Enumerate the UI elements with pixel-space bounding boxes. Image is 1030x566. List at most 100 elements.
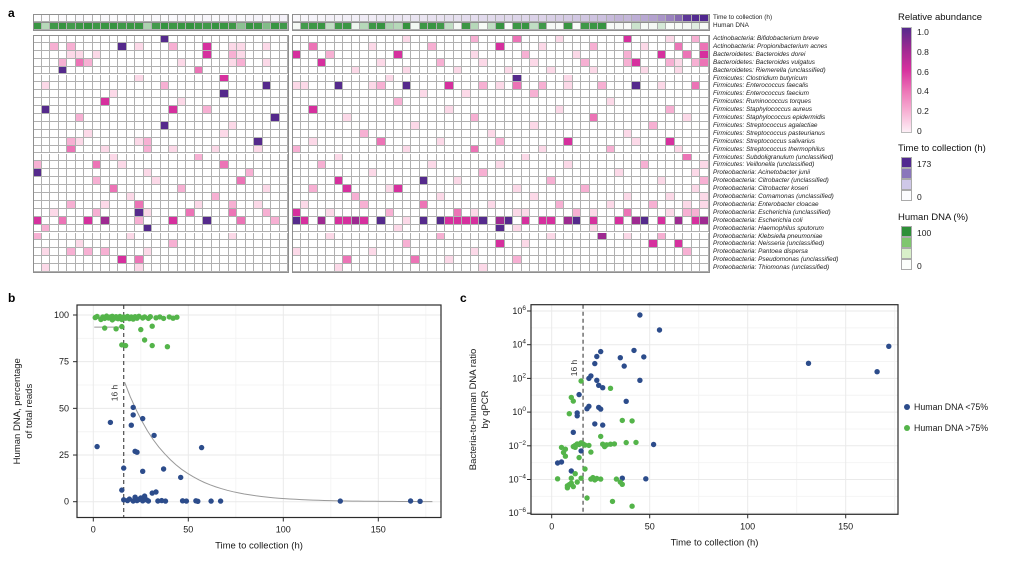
time-annotation-cell — [496, 13, 505, 22]
heatmap-cell — [555, 74, 564, 83]
heatmap-cell — [683, 185, 692, 193]
heatmap-cell — [300, 106, 309, 114]
heatmap-cell — [487, 137, 496, 146]
heatmap-cell — [436, 232, 445, 241]
heatmap-cell — [300, 42, 309, 51]
heatmap-cell — [538, 129, 547, 138]
heatmap-cell — [300, 35, 309, 43]
human-annotation-cell — [470, 21, 479, 30]
heatmap-cell — [186, 185, 195, 193]
heatmap-cell — [237, 42, 246, 51]
time-annotation-cell — [84, 13, 93, 22]
heatmap-cell — [118, 82, 127, 91]
heatmap-cell — [462, 98, 471, 107]
heatmap-cell — [513, 200, 522, 209]
heatmap-cell — [143, 177, 152, 186]
heatmap-cell — [228, 74, 237, 83]
heatmap-cell — [169, 216, 178, 225]
heatmap-cell — [194, 216, 203, 225]
heatmap-cell — [152, 129, 161, 138]
heatmap-cell — [262, 145, 271, 154]
data-point — [162, 498, 169, 504]
heatmap-cell — [194, 248, 203, 257]
heatmap-cell — [169, 224, 178, 233]
heatmap-cell — [143, 42, 152, 51]
heatmap-cell — [428, 66, 437, 75]
heatmap-cell — [254, 208, 263, 217]
heatmap-cell — [428, 98, 437, 107]
heatmap-cell — [33, 42, 42, 51]
heatmap-cell — [377, 42, 386, 51]
heatmap-cell — [203, 90, 212, 99]
heatmap-cell — [118, 106, 127, 114]
heatmap-cell — [334, 129, 343, 138]
heatmap-cell — [419, 114, 428, 122]
heatmap-cell — [606, 264, 615, 272]
heatmap-cell — [411, 200, 420, 209]
human-annotation-cell — [462, 21, 471, 30]
heatmap-cell — [487, 264, 496, 272]
heatmap-cell — [666, 224, 675, 233]
heatmap-cell — [632, 98, 641, 107]
time-annotation-cell — [343, 13, 352, 22]
heatmap-cell — [84, 161, 93, 170]
heatmap-cell — [143, 200, 152, 209]
heatmap-cell — [640, 114, 649, 122]
heatmap-cell — [368, 240, 377, 249]
heatmap-cell — [33, 177, 42, 186]
heatmap-cell — [211, 121, 220, 130]
heatmap-cell — [700, 66, 709, 75]
heatmap-cell — [666, 82, 675, 91]
heatmap-cell — [479, 35, 488, 43]
heatmap-cell — [360, 169, 369, 178]
heatmap-cell — [623, 169, 632, 178]
heatmap-cell — [343, 82, 352, 91]
heatmap-cell — [228, 177, 237, 186]
heatmap-cell — [309, 161, 318, 170]
heatmap-cell — [58, 137, 67, 146]
heatmap-cell — [385, 256, 394, 265]
heatmap-cell — [555, 145, 564, 154]
heatmap-cell — [589, 264, 598, 272]
heatmap-cell — [220, 193, 229, 201]
heatmap-cell — [623, 177, 632, 186]
heatmap-cell — [606, 224, 615, 233]
heatmap-cell — [487, 208, 496, 217]
human-annotation-cell — [160, 21, 169, 30]
heatmap-cell — [220, 98, 229, 107]
heatmap-row-label: Proteobacteria: Acinetobacter junii — [713, 169, 811, 177]
heatmap-cell — [411, 248, 420, 257]
data-point — [140, 415, 146, 422]
heatmap-cell — [135, 161, 144, 170]
heatmap-cell — [589, 137, 598, 146]
heatmap-cell — [691, 177, 700, 186]
heatmap-cell — [615, 161, 624, 170]
heatmap-cell — [555, 153, 564, 162]
heatmap-cell — [237, 35, 246, 43]
heatmap-cell — [109, 216, 118, 225]
heatmap-cell — [479, 58, 488, 67]
heatmap-cell — [487, 121, 496, 130]
heatmap-cell — [143, 248, 152, 257]
heatmap-cell — [271, 200, 280, 209]
heatmap-cell — [84, 169, 93, 178]
heatmap-cell — [462, 224, 471, 233]
heatmap-cell — [632, 208, 641, 217]
heatmap-cell — [300, 90, 309, 99]
heatmap-cell — [300, 153, 309, 162]
heatmap-cell — [169, 129, 178, 138]
heatmap-cell — [419, 137, 428, 146]
heatmap-cell — [169, 240, 178, 249]
heatmap-cell — [504, 264, 513, 272]
heatmap-cell — [649, 240, 658, 249]
heatmap-cell — [419, 74, 428, 83]
heatmap-cell — [683, 121, 692, 130]
heatmap-cell — [245, 153, 254, 162]
y-tick-label: 104 — [512, 339, 526, 350]
heatmap-cell — [228, 82, 237, 91]
heatmap-cell — [623, 42, 632, 51]
heatmap-cell — [572, 35, 581, 43]
heatmap-cell — [649, 224, 658, 233]
heatmap-cell — [309, 129, 318, 138]
heatmap-cell — [160, 42, 169, 51]
